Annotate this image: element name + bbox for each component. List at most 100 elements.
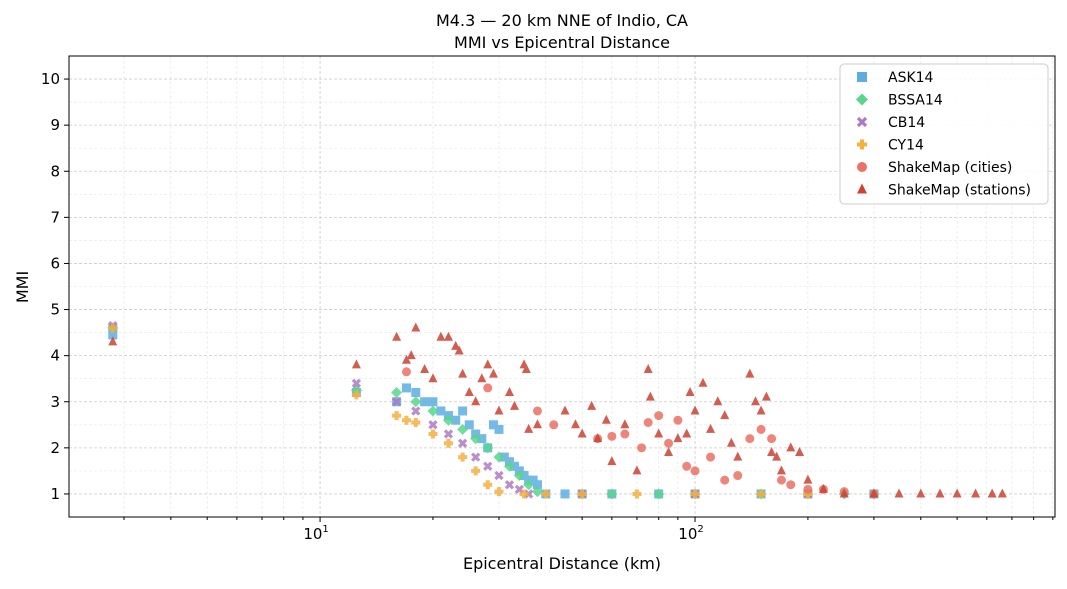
data-point bbox=[541, 489, 551, 499]
data-point bbox=[483, 359, 493, 369]
legend-label: ASK14 bbox=[888, 70, 934, 86]
legend-marker-triangle bbox=[857, 183, 867, 194]
y-tick-label: 3 bbox=[50, 393, 60, 411]
data-point bbox=[392, 411, 402, 421]
legend: ASK14 BSSA14 CB14 CY14 ShakeMap (cities) Shak… bbox=[839, 63, 1049, 205]
data-point bbox=[560, 489, 570, 499]
data-point bbox=[524, 423, 534, 433]
data-point bbox=[513, 470, 525, 482]
data-point bbox=[411, 388, 421, 398]
data-point bbox=[443, 438, 453, 448]
data-point bbox=[803, 484, 813, 494]
plot-frame bbox=[68, 55, 1056, 518]
data-point bbox=[698, 377, 708, 387]
data-point bbox=[839, 488, 849, 498]
data-point bbox=[504, 387, 514, 397]
data-point bbox=[488, 368, 498, 378]
data-point bbox=[713, 396, 723, 406]
data-point bbox=[690, 466, 700, 476]
data-point bbox=[401, 367, 411, 377]
x-tick-label: 101 bbox=[303, 524, 328, 543]
data-point bbox=[776, 475, 786, 485]
data-point bbox=[560, 405, 570, 415]
data-point bbox=[952, 488, 962, 498]
data-point bbox=[745, 368, 755, 378]
series-cb14 bbox=[108, 321, 813, 499]
data-point bbox=[654, 428, 664, 438]
data-point bbox=[682, 428, 692, 438]
data-point bbox=[458, 452, 468, 462]
data-point bbox=[607, 456, 617, 466]
x-tick-label: 102 bbox=[678, 524, 703, 543]
data-point bbox=[803, 474, 813, 484]
data-point bbox=[514, 484, 524, 494]
y-tick-label: 2 bbox=[50, 439, 60, 457]
data-point bbox=[428, 397, 438, 407]
data-point bbox=[532, 480, 542, 490]
data-point bbox=[428, 373, 438, 383]
data-point bbox=[420, 363, 430, 373]
data-point bbox=[869, 488, 879, 498]
data-point bbox=[351, 359, 361, 369]
y-tick-label: 6 bbox=[50, 254, 60, 272]
data-point bbox=[607, 431, 617, 441]
data-point bbox=[706, 423, 716, 433]
data-point bbox=[720, 475, 730, 485]
data-point bbox=[406, 350, 416, 360]
data-point bbox=[751, 396, 761, 406]
data-point bbox=[653, 488, 665, 500]
data-point bbox=[471, 452, 481, 462]
data-point bbox=[643, 363, 653, 373]
data-point bbox=[420, 397, 430, 407]
data-point bbox=[637, 443, 647, 453]
data-point bbox=[549, 420, 559, 430]
data-point bbox=[786, 442, 796, 452]
data-point bbox=[587, 400, 597, 410]
y-tick-label: 4 bbox=[50, 347, 60, 365]
data-point bbox=[664, 446, 674, 456]
data-point bbox=[685, 387, 695, 397]
y-tick-label: 9 bbox=[50, 116, 60, 134]
data-point bbox=[761, 391, 771, 401]
data-point bbox=[457, 423, 469, 435]
data-point bbox=[756, 405, 766, 415]
data-point bbox=[528, 475, 538, 485]
data-point bbox=[577, 428, 587, 438]
data-point bbox=[745, 434, 755, 444]
data-point bbox=[767, 434, 777, 444]
data-point bbox=[436, 331, 446, 341]
legend-label: BSSA14 bbox=[888, 93, 943, 109]
data-point bbox=[401, 415, 411, 425]
x-axis-label: Epicentral Distance (km) bbox=[463, 554, 661, 573]
data-point bbox=[483, 480, 493, 490]
data-point bbox=[401, 354, 411, 364]
data-point bbox=[483, 383, 493, 393]
legend-label: CB14 bbox=[888, 115, 925, 131]
legend-marker-diamond bbox=[856, 93, 868, 106]
data-point bbox=[471, 396, 481, 406]
data-point bbox=[454, 345, 464, 355]
legend-marker-plus bbox=[857, 139, 867, 150]
data-point bbox=[593, 433, 603, 443]
data-point bbox=[464, 420, 474, 430]
data-point bbox=[632, 465, 642, 475]
data-point bbox=[673, 415, 683, 425]
data-point bbox=[524, 489, 534, 499]
data-point bbox=[443, 331, 453, 341]
data-point bbox=[458, 438, 468, 448]
data-point bbox=[786, 480, 796, 490]
data-point bbox=[351, 390, 361, 400]
data-point bbox=[726, 437, 736, 447]
data-point bbox=[509, 400, 519, 410]
legend-label: ShakeMap (cities) bbox=[888, 160, 1012, 176]
data-point bbox=[411, 406, 421, 416]
data-point bbox=[477, 373, 487, 383]
data-point bbox=[428, 429, 438, 439]
data-point bbox=[482, 442, 494, 454]
data-point bbox=[458, 406, 468, 416]
legend-marker-square bbox=[857, 72, 867, 82]
data-point bbox=[428, 420, 438, 430]
y-tick-label: 5 bbox=[50, 301, 60, 319]
data-point bbox=[620, 419, 630, 429]
